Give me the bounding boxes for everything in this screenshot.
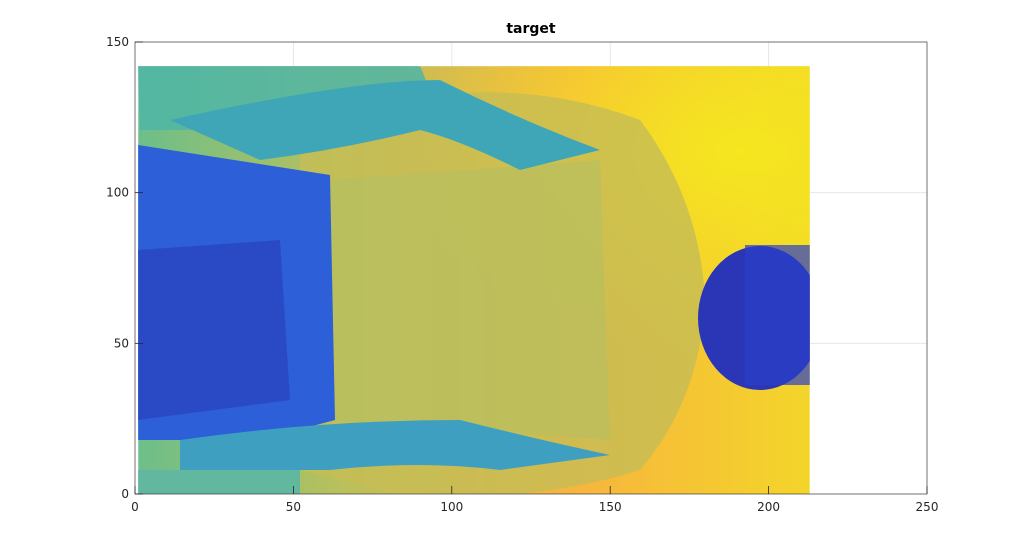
image-detail: [745, 245, 810, 385]
y-tick-label: 0: [121, 487, 129, 501]
x-tick-label: 0: [131, 500, 139, 514]
y-tick-label: 150: [106, 35, 129, 49]
chart-title: target: [506, 21, 556, 37]
x-tick-label: 100: [440, 500, 463, 514]
image-detail: [170, 80, 600, 170]
x-tick-label: 150: [599, 500, 622, 514]
y-tick-label: 50: [114, 336, 129, 350]
image-detail: [180, 420, 610, 470]
axes-box: [134, 41, 928, 495]
x-tick-label: 250: [916, 500, 939, 514]
x-tick-label: 50: [286, 500, 301, 514]
image-detail: [138, 240, 290, 420]
image: [138, 66, 810, 495]
image-detail: [330, 160, 610, 440]
y-tick-label: 100: [106, 186, 129, 200]
image-detail: [138, 470, 300, 494]
x-tick-label: 200: [757, 500, 780, 514]
